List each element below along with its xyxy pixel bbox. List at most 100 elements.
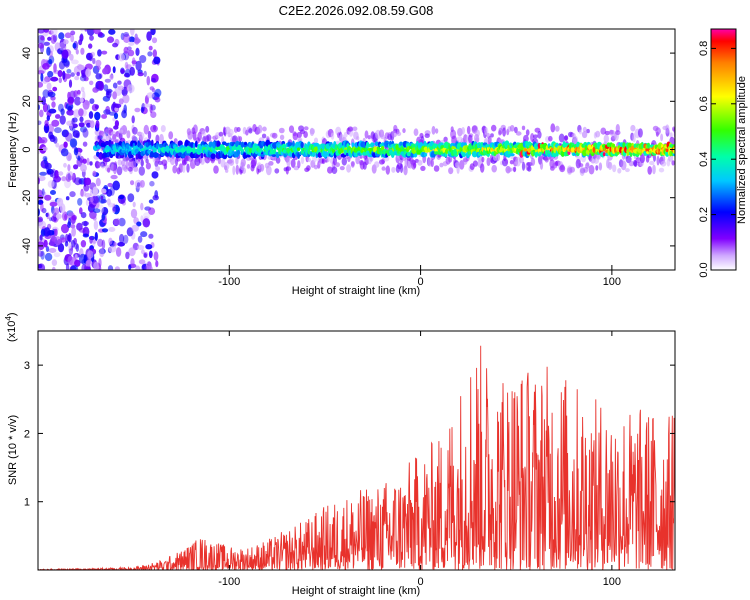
spectrogram-noise-cell <box>71 227 76 237</box>
spectrogram-noise-cell <box>61 223 69 234</box>
spectrogram-noise-cell <box>69 191 76 198</box>
spectrogram-noise-cell <box>51 168 57 179</box>
spectrogram-noise-cell <box>84 177 92 186</box>
spectrogram-halo-cell <box>341 157 347 166</box>
spectrogram-noise-cell <box>89 35 94 41</box>
spectrogram-noise-cell <box>108 29 116 35</box>
spectrogram-band-cell <box>323 150 328 158</box>
spectrogram-halo-cell <box>145 162 151 170</box>
spectrogram-noise-cell <box>43 227 51 237</box>
spectrogram-noise-cell <box>75 49 79 55</box>
spectrogram-halo-cell <box>582 126 587 133</box>
spectrogram-noise-cell <box>138 259 146 265</box>
spectrogram-noise-cell <box>137 72 144 77</box>
spectrogram-noise-cell <box>117 159 122 166</box>
spectrogram-noise-cell <box>80 163 87 173</box>
spectrogram-noise-cell <box>92 216 97 221</box>
spectrogram-noise-cell <box>58 171 64 176</box>
spectrogram-halo-cell <box>519 155 524 164</box>
spectrogram-halo-cell <box>118 129 124 134</box>
spectrogram-noise-cell <box>149 180 155 187</box>
spectrogram-noise-cell <box>153 251 159 261</box>
spectrogram-halo-cell <box>297 137 303 142</box>
spectrogram-band-cell <box>461 152 467 158</box>
spectrogram-noise-cell <box>38 42 45 49</box>
spectrogram-noise-cell <box>140 231 148 238</box>
spectrogram-noise-cell <box>127 84 135 94</box>
spectrogram-noise-cell <box>89 120 95 129</box>
spectrogram-noise-cell <box>52 266 56 270</box>
spectrogram-noise-cell <box>88 52 93 62</box>
snr-x-label: Height of straight line (km) <box>292 585 420 597</box>
spectrogram-noise-cell <box>54 228 58 237</box>
spectrogram-noise-cell <box>82 158 87 164</box>
spectrogram-halo-cell <box>431 125 436 135</box>
spectrogram-halo-cell <box>347 126 354 132</box>
spectrogram-halo-cell <box>496 152 501 162</box>
spectrogram-halo-cell <box>218 131 224 137</box>
spectrogram-noise-cell <box>80 47 85 55</box>
spectrogram-halo-cell <box>172 165 178 174</box>
spectrogram-band-cell <box>672 147 675 154</box>
x-tick-label: 0 <box>418 576 424 588</box>
spectrogram-noise-cell <box>93 29 101 35</box>
spectrogram-noise-cell <box>53 252 61 258</box>
spectrogram-noise-cell <box>77 198 83 206</box>
spectrogram-noise-cell <box>61 129 69 138</box>
spectrogram-noise-cell <box>64 213 68 220</box>
spectrogram-noise-cell <box>78 227 86 233</box>
spectrogram-noise-cell <box>89 80 94 86</box>
spectrogram-band-cell <box>165 146 171 152</box>
spectrogram-noise-cell <box>138 166 145 176</box>
spectrogram-halo-cell <box>537 130 542 139</box>
spectrogram-halo-cell <box>242 167 247 174</box>
spectrogram-noise-cell <box>151 78 156 83</box>
spectrogram-halo-cell <box>268 161 274 166</box>
spectrogram-halo-cell <box>665 124 670 134</box>
spectrogram-noise-cell <box>84 29 88 32</box>
spectrogram-noise-cell <box>57 243 65 253</box>
spectrogram-noise-cell <box>136 245 145 250</box>
spectrogram-noise-cell <box>143 70 147 77</box>
spectrogram-noise-cell <box>148 199 154 204</box>
spectrogram-noise-cell <box>129 66 135 76</box>
spectrogram-halo-cell <box>660 133 664 142</box>
spectrogram-noise-cell <box>60 203 66 214</box>
spectrogram-halo-cell <box>153 124 157 131</box>
spectrogram-noise-cell <box>135 60 142 71</box>
spectrogram-noise-cell <box>40 202 44 212</box>
spectrogram-noise-cell <box>43 41 50 46</box>
spectrogram-noise-cell <box>58 32 65 40</box>
spectrogram-band-cell <box>194 140 198 148</box>
spectrogram-halo-cell <box>240 158 246 167</box>
spectrogram-noise-cell <box>38 189 43 197</box>
spectrogram-band-cell <box>297 152 300 159</box>
spectrogram-halo-cell <box>339 166 345 171</box>
spectrogram-halo-cell <box>628 160 634 167</box>
spectrogram-band-cell <box>313 142 319 146</box>
spectrogram-noise-cell <box>97 49 102 57</box>
spectrogram-halo-cell <box>223 161 230 170</box>
spectrogram-band-cell <box>612 143 616 148</box>
spectrogram-noise-cell <box>112 91 117 100</box>
spectrogram-noise-cell <box>151 37 158 44</box>
spectrogram-halo-cell <box>539 160 544 170</box>
spectrogram-noise-cell <box>151 171 159 179</box>
spectrogram-noise-cell <box>41 207 47 214</box>
spectrogram-halo-cell <box>413 162 417 169</box>
spectrogram-band-cell <box>119 154 124 159</box>
spectrogram-halo-cell <box>102 157 108 167</box>
spectrogram-noise-cell <box>95 120 100 129</box>
spectrogram-halo-cell <box>197 131 202 142</box>
spectrogram-noise-cell <box>42 63 50 70</box>
spectrogram-noise-cell <box>134 36 140 45</box>
spectrogram-noise-cell <box>47 36 52 41</box>
spectrogram-noise-cell <box>134 107 141 113</box>
spectrogram-halo-cell <box>625 168 630 173</box>
spectrogram-noise-cell <box>100 195 104 200</box>
x-tick-label: 100 <box>603 576 621 588</box>
spectrogram-band-cell <box>646 142 650 147</box>
spectrogram-band-cell <box>145 141 150 148</box>
spectrogram-halo-cell <box>620 160 627 171</box>
spectrogram-band-cell <box>300 141 304 148</box>
